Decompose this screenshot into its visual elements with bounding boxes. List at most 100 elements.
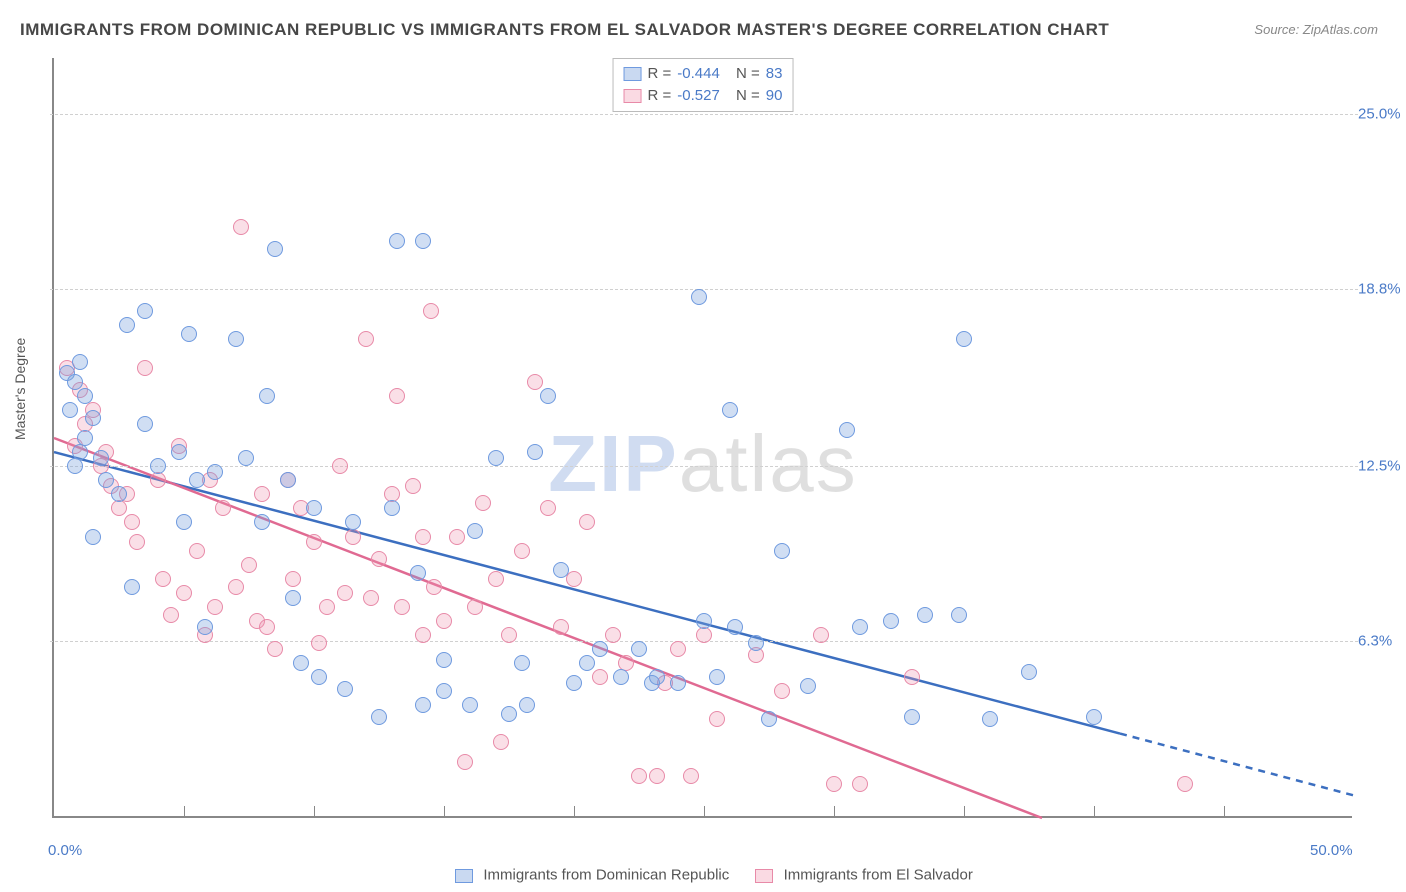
data-point [566,675,582,691]
r-value: -0.527 [677,85,720,107]
data-point [709,669,725,685]
y-tick-label: 18.8% [1358,280,1406,297]
data-point [527,444,543,460]
data-point [189,472,205,488]
data-point [67,458,83,474]
data-point [467,599,483,615]
gridline [50,289,1358,290]
data-point [436,613,452,629]
data-point [233,219,249,235]
swatch-pink [755,869,773,883]
data-point [137,416,153,432]
data-point [319,599,335,615]
data-point [285,571,301,587]
y-tick-label: 6.3% [1358,632,1406,649]
r-label: R = [648,63,672,85]
data-point [527,374,543,390]
data-point [371,709,387,725]
data-point [493,734,509,750]
data-point [457,754,473,770]
data-point [540,500,556,516]
data-point [285,590,301,606]
x-tick [704,806,705,816]
data-point [691,289,707,305]
data-point [488,450,504,466]
data-point [345,514,361,530]
x-tick [1224,806,1225,816]
data-point [436,683,452,699]
data-point [228,579,244,595]
data-point [852,776,868,792]
data-point [579,514,595,530]
data-point [592,669,608,685]
data-point [670,641,686,657]
swatch-blue [624,67,642,81]
source-label: Source: [1254,22,1299,37]
legend-row: R = -0.444 N = 83 [624,63,783,85]
data-point [1177,776,1193,792]
data-point [956,331,972,347]
data-point [579,655,595,671]
data-point [904,669,920,685]
data-point [207,599,223,615]
r-label: R = [648,85,672,107]
data-point [337,585,353,601]
data-point [254,486,270,502]
n-label: N = [736,85,760,107]
data-point [389,388,405,404]
x-tick [1094,806,1095,816]
data-point [774,543,790,559]
data-point [306,500,322,516]
data-point [311,669,327,685]
data-point [267,241,283,257]
trend-line [54,452,1120,733]
data-point [394,599,410,615]
data-point [553,619,569,635]
trend-line [1120,734,1354,796]
correlation-legend: R = -0.444 N = 83 R = -0.527 N = 90 [613,58,794,112]
x-tick [834,806,835,816]
y-axis-label: Master's Degree [12,338,28,440]
data-point [181,326,197,342]
plot-canvas: ZIPatlas R = -0.444 N = 83 R = -0.527 N … [52,58,1352,818]
x-tick-label: 0.0% [48,842,82,859]
data-point [241,557,257,573]
data-point [332,458,348,474]
data-point [722,402,738,418]
series-label-pink: Immigrants from El Salvador [784,867,973,884]
data-point [215,500,231,516]
data-point [124,514,140,530]
data-point [67,374,83,390]
data-point [111,500,127,516]
x-tick-label: 50.0% [1310,842,1353,859]
data-point [917,607,933,623]
data-point [467,523,483,539]
data-point [150,472,166,488]
data-point [155,571,171,587]
data-point [119,317,135,333]
data-point [111,486,127,502]
data-point [124,579,140,595]
data-point [280,472,296,488]
source-name: ZipAtlas.com [1303,22,1378,37]
data-point [238,450,254,466]
data-point [475,495,491,511]
data-point [415,697,431,713]
data-point [85,410,101,426]
data-point [150,458,166,474]
data-point [514,655,530,671]
data-point [163,607,179,623]
r-value: -0.444 [677,63,720,85]
data-point [311,635,327,651]
data-point [98,472,114,488]
data-point [683,768,699,784]
data-point [774,683,790,699]
data-point [696,613,712,629]
data-point [85,529,101,545]
data-point [384,500,400,516]
data-point [358,331,374,347]
data-point [259,619,275,635]
data-point [207,464,223,480]
series-legend: Immigrants from Dominican Republic Immig… [0,866,1406,884]
data-point [259,388,275,404]
